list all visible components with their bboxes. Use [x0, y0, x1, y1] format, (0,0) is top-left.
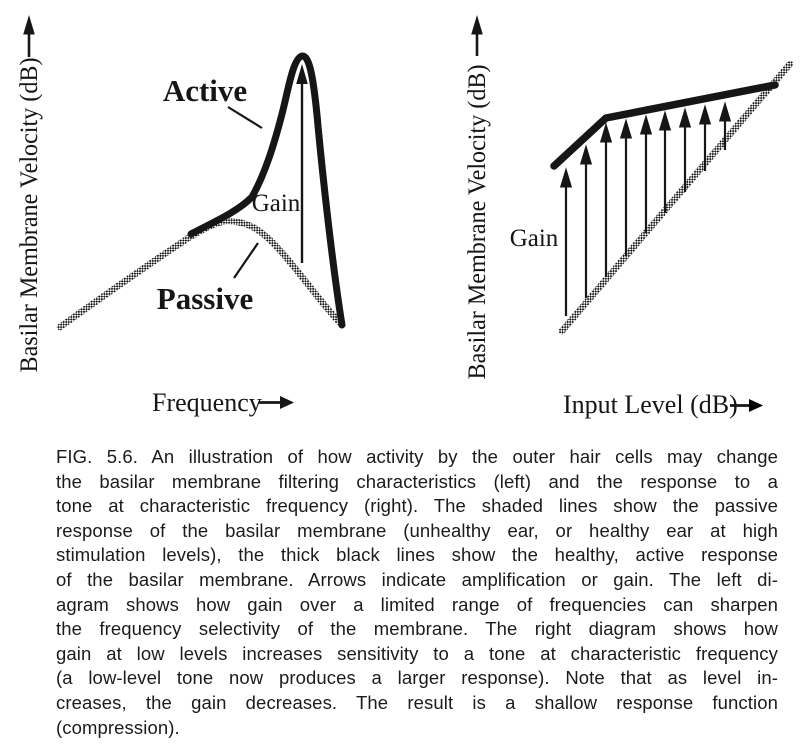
x-axis-right-arrow-icon — [259, 396, 294, 409]
passive-input-output-line — [558, 60, 794, 335]
caption-line: tone at characteristic frequency (right)… — [56, 495, 778, 517]
gain-arrow — [678, 107, 692, 192]
caption-line: gain at low levels increases sensitivity… — [56, 642, 778, 664]
left-y-axis-label: Basilar Membrane Velocity (dB) — [16, 58, 43, 373]
figure-caption: FIG. 5.6. An illustration of how activit… — [56, 445, 778, 740]
gain-arrow — [599, 122, 613, 277]
y-axis-up-arrow-icon — [471, 15, 483, 56]
caption-line: creases, the gain decreases. The result … — [56, 691, 778, 713]
caption-line: the frequency selectivity of the membran… — [56, 618, 778, 640]
active-label: Active — [163, 73, 247, 108]
caption-line: of the basilar membrane. Arrows indicate… — [56, 568, 778, 590]
gain-arrow — [619, 118, 633, 256]
gain-arrow — [639, 114, 653, 233]
right-x-axis-label: Input Level (dB) — [563, 390, 738, 419]
right-y-axis-label: Basilar Membrane Velocity (dB) — [464, 65, 491, 380]
x-axis-right-arrow-icon — [730, 399, 763, 412]
passive-label: Passive — [157, 281, 253, 316]
passive-pointer-line — [233, 242, 259, 279]
left-diagram: Basilar Membrane Velocity (dB) Active Ga… — [16, 15, 346, 417]
active-pointer-line — [227, 106, 263, 129]
left-gain-label: Gain — [252, 190, 301, 217]
y-axis-up-arrow-icon — [23, 15, 35, 57]
caption-line: stimulation levels), the thick black lin… — [56, 544, 778, 566]
right-gain-label: Gain — [510, 225, 559, 252]
gain-arrow — [658, 110, 672, 213]
gain-arrow — [698, 104, 712, 171]
caption-line: FIG. 5.6. An illustration of how activit… — [56, 446, 778, 467]
left-x-axis-label: Frequency — [152, 388, 262, 417]
right-diagram: Basilar Membrane Velocity (dB) Gain Inp — [464, 15, 794, 419]
figure-diagrams: Basilar Membrane Velocity (dB) Active Ga… — [16, 15, 794, 419]
gain-arrow — [718, 101, 732, 150]
caption-line: response of the basilar membrane (unheal… — [56, 519, 778, 541]
caption-line: (a low-level tone now produces a larger … — [56, 667, 778, 689]
caption-line: (compression). — [56, 716, 180, 738]
gain-arrows-group — [559, 101, 732, 316]
gain-arrow — [559, 167, 573, 316]
passive-curve — [56, 217, 345, 331]
left-gain-arrow — [296, 64, 308, 263]
active-input-output-line — [550, 81, 779, 170]
caption-line: agram shows how gain over a limited rang… — [56, 593, 778, 615]
gain-arrow — [579, 144, 593, 298]
caption-line: the basilar membrane filtering character… — [56, 470, 778, 492]
active-curve — [187, 52, 346, 329]
